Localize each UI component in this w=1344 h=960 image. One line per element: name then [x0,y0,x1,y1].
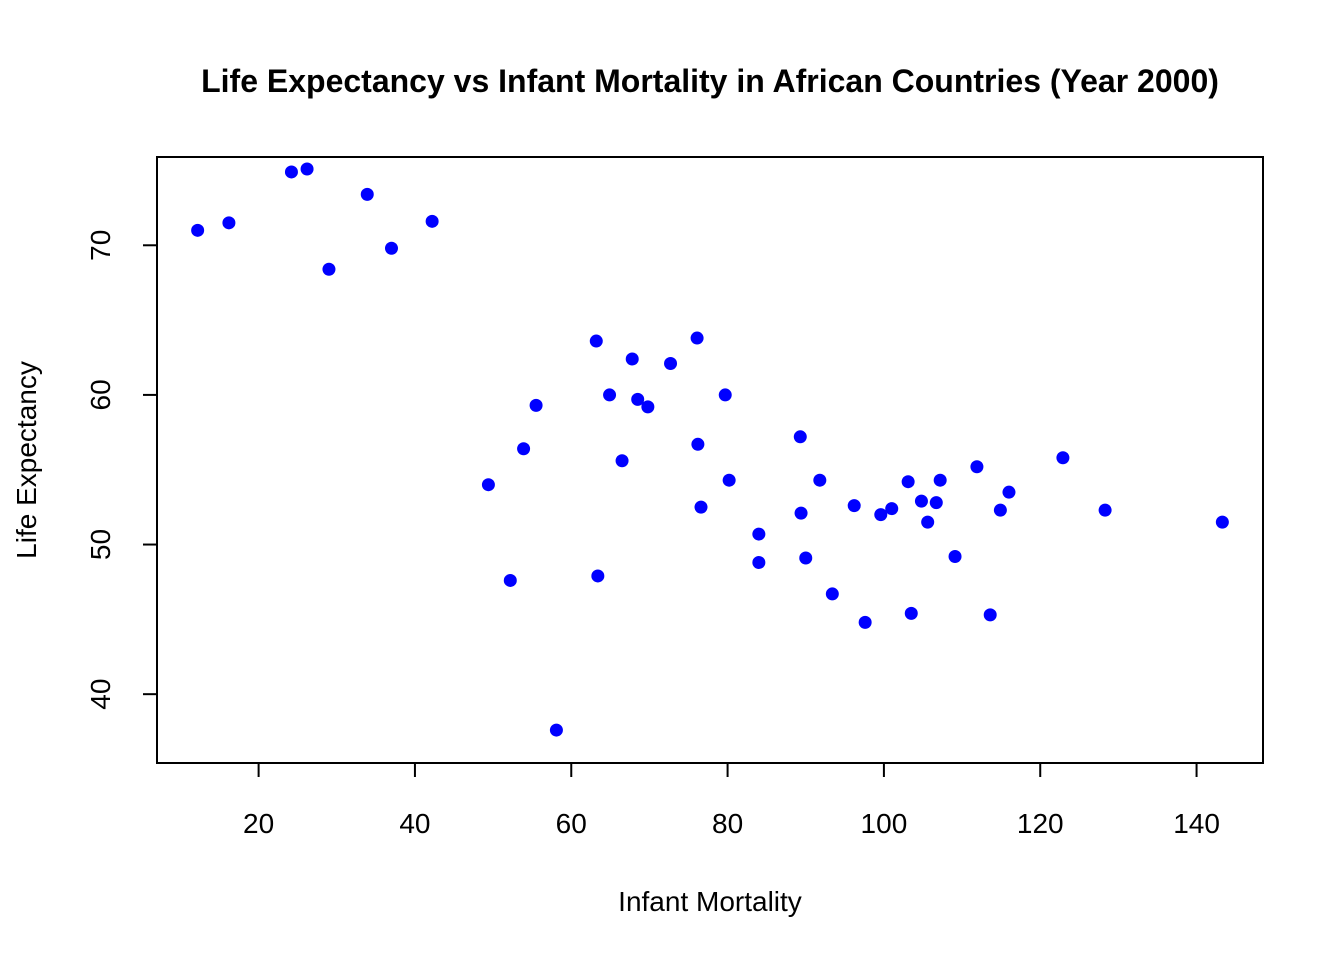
data-point [885,502,899,516]
data-point [589,334,603,348]
data-points [191,162,1229,737]
data-point [929,496,943,510]
data-point [874,508,888,522]
data-point [664,356,678,370]
data-point [641,400,655,414]
x-tick-label: 20 [243,808,274,839]
x-tick-label: 140 [1173,808,1220,839]
y-tick-label: 40 [85,679,116,710]
data-point [722,473,736,487]
data-point [549,723,563,737]
data-point [921,515,935,529]
y-tick-label: 70 [85,230,116,261]
data-point [794,506,808,520]
data-point [517,442,531,456]
y-tick-label: 50 [85,529,116,560]
data-point [222,216,236,230]
data-point [993,503,1007,517]
data-point [529,398,543,412]
data-point [970,460,984,474]
x-tick-label: 40 [399,808,430,839]
data-point [825,587,839,601]
data-point [591,569,605,583]
data-point [858,615,872,629]
data-point [901,475,915,489]
data-point [284,165,298,179]
data-point [631,392,645,406]
data-point [904,606,918,620]
data-point [322,262,336,276]
data-point [813,473,827,487]
data-point [1098,503,1112,517]
x-axis-label: Infant Mortality [618,886,802,917]
y-tick-label: 60 [85,379,116,410]
data-point [914,494,928,508]
chart-title: Life Expectancy vs Infant Mortality in A… [201,63,1219,99]
data-point [799,551,813,565]
data-point [615,454,629,468]
data-point [691,437,705,451]
data-point [384,241,398,255]
data-point [603,388,617,402]
data-point [933,473,947,487]
data-point [718,388,732,402]
data-point [983,608,997,622]
data-point [360,187,374,201]
y-axis: 40 50 60 70 [85,230,158,710]
data-point [503,573,517,587]
data-point [752,527,766,541]
x-tick-label: 120 [1017,808,1064,839]
data-point [1002,485,1016,499]
data-point [1056,451,1070,465]
data-point [425,214,439,228]
data-point [948,550,962,564]
data-point [481,478,495,492]
x-tick-label: 100 [861,808,908,839]
data-point [625,352,639,366]
x-tick-label: 60 [556,808,587,839]
data-point [191,223,205,237]
data-point [1215,515,1229,529]
plot-frame [156,156,1264,764]
data-point [793,430,807,444]
data-point [694,500,708,514]
data-point [690,331,704,345]
x-tick-label: 80 [712,808,743,839]
data-point [847,499,861,513]
data-point [300,162,314,176]
x-axis: 20 40 60 80 100 120 140 [243,762,1220,839]
y-axis-label: Life Expectancy [11,361,42,559]
data-point [752,555,766,569]
